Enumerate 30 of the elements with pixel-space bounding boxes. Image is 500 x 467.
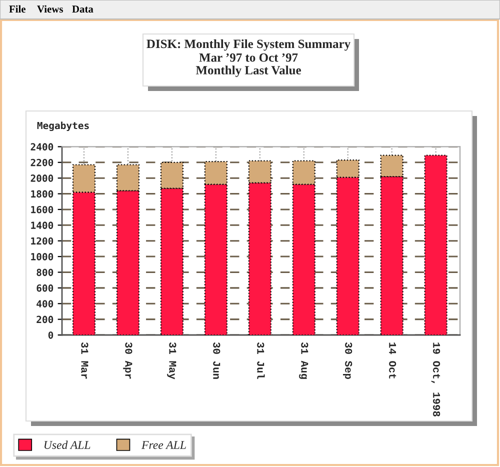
- y-tick-label: 1000: [31, 253, 54, 260]
- y-tick-label: 200: [36, 316, 54, 324]
- y-tick-label: 2200: [30, 158, 54, 166]
- legend-label: Used ALL: [44, 440, 90, 449]
- chart-title: DISK: Monthly File System Summary: [146, 39, 350, 51]
- y-tick-label: 1800: [31, 190, 54, 198]
- x-tick-label: 30 Sep: [343, 342, 352, 379]
- x-tick-label: 31 Mar: [81, 342, 88, 379]
- y-tick-label: 400: [36, 300, 54, 308]
- x-tick-label: 31 May: [167, 342, 176, 380]
- x-tick-label: 31 Jul: [257, 342, 265, 380]
- y-tick-label: 1400: [31, 222, 54, 229]
- text: Views: [37, 5, 63, 13]
- y-tick-label: 2000: [30, 174, 54, 182]
- y-tick-label: 1200: [31, 237, 54, 245]
- chart-subtitle: Mar ’97 to Oct ’97 Monthly Last Value: [196, 53, 301, 78]
- y-tick-label: 0: [48, 331, 54, 339]
- y-tick-label: 600: [36, 284, 54, 292]
- y-tick-label: 800: [36, 268, 54, 276]
- x-tick-label: 31 Aug: [299, 342, 308, 379]
- x-tick-label: 30 Jun: [213, 342, 220, 379]
- legend-label: Free ALL: [141, 441, 186, 449]
- x-tick-label: 19 Oct, 1998: [431, 342, 440, 416]
- y-axis-title: Megabytes: [37, 122, 89, 132]
- x-tick-label: 30 Apr: [123, 342, 132, 379]
- y-tick-label: 2400: [30, 143, 54, 151]
- text: Data: [72, 6, 94, 13]
- x-tick-label: 14 Oct: [389, 342, 396, 378]
- y-tick-label: 1600: [31, 206, 54, 214]
- text: File: [9, 5, 26, 13]
